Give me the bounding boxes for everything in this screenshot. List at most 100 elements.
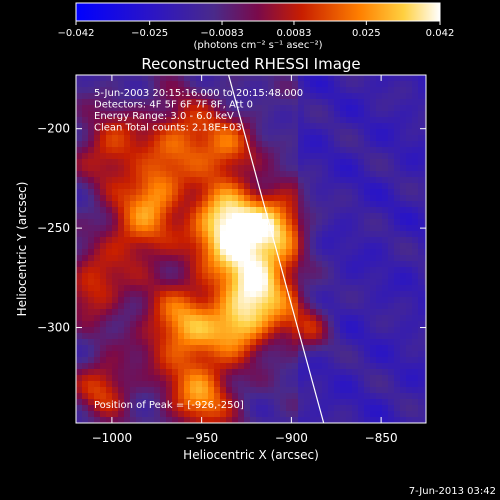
heatmap-cell [322,81,329,88]
heatmap-cell [352,249,359,256]
heatmap-cell [172,381,179,388]
heatmap-cell [346,405,353,412]
heatmap-cell [412,213,419,220]
heatmap-cell [262,87,269,94]
heatmap-cell [346,369,353,376]
heatmap-cell [316,159,323,166]
heatmap-cell [316,129,323,136]
heatmap-cell [424,171,426,178]
heatmap-cell [394,165,401,172]
heatmap-cell [124,111,131,118]
heatmap-cell [100,375,107,382]
heatmap-cell [142,405,149,412]
heatmap-cell [148,165,155,172]
heatmap-cell [124,315,131,322]
heatmap-cell [370,267,377,274]
heatmap-cell [94,99,101,106]
heatmap-cell [148,93,155,100]
heatmap-cell [94,207,101,214]
heatmap-cell [412,417,419,423]
heatmap-cell [310,375,317,382]
heatmap-cell [148,387,155,394]
heatmap-cell [400,147,407,154]
heatmap-cell [424,303,426,310]
heatmap-cell [286,153,293,160]
heatmap-cell [196,363,203,370]
heatmap-cell [304,225,311,232]
heatmap-cell [244,171,251,178]
heatmap-cell [298,243,305,250]
heatmap-cell [244,315,251,322]
heatmap-cell [166,255,173,262]
heatmap-cell [190,381,197,388]
heatmap-cell [88,405,95,412]
heatmap-cell [196,345,203,352]
heatmap-cell [304,321,311,328]
heatmap-cell [148,381,155,388]
heatmap-cell [226,261,233,268]
heatmap-cell [148,225,155,232]
heatmap-cell [202,411,209,418]
heatmap-cell [196,195,203,202]
heatmap-cell [154,171,161,178]
heatmap-cell [220,333,227,340]
heatmap-cell [418,237,425,244]
heatmap-cell [268,381,275,388]
heatmap-cell [346,123,353,130]
heatmap-cell [262,285,269,292]
heatmap-cell [412,231,419,238]
heatmap-cell [250,177,257,184]
heatmap-cell [376,213,383,220]
heatmap-cell [124,351,131,358]
heatmap-cell [400,183,407,190]
heatmap-cell [106,87,113,94]
heatmap-cell [256,165,263,172]
heatmap-cell [340,231,347,238]
heatmap-cell [316,399,323,406]
heatmap-cell [166,201,173,208]
heatmap-cell [406,369,413,376]
heatmap-cell [220,231,227,238]
heatmap-cell [328,243,335,250]
heatmap-cell [142,195,149,202]
heatmap-cell [292,297,299,304]
heatmap-cell [292,321,299,328]
heatmap-cell [220,405,227,412]
heatmap-cell [136,291,143,298]
heatmap-cell [214,225,221,232]
heatmap-cell [196,261,203,268]
heatmap-cell [376,285,383,292]
heatmap-cell [412,249,419,256]
heatmap-cell [142,321,149,328]
heatmap-cell [274,159,281,166]
heatmap-cell [286,111,293,118]
heatmap-cell [142,285,149,292]
heatmap-cell [190,327,197,334]
heatmap-cell [76,117,83,124]
heatmap-cell [202,303,209,310]
heatmap-cell [238,75,245,82]
heatmap-cell [424,249,426,256]
heatmap-cell [166,159,173,166]
heatmap-cell [382,393,389,400]
heatmap-cell [394,159,401,166]
heatmap-cell [238,189,245,196]
heatmap-cell [142,243,149,250]
heatmap-cell [160,357,167,364]
heatmap-cell [340,129,347,136]
heatmap-cell [280,141,287,148]
heatmap-cell [280,369,287,376]
heatmap-cell [412,81,419,88]
heatmap-cell [94,333,101,340]
heatmap-cell [250,297,257,304]
heatmap-cell [292,357,299,364]
heatmap-cell [400,123,407,130]
heatmap-cell [364,375,371,382]
heatmap-cell [310,213,317,220]
heatmap-cell [280,381,287,388]
heatmap-cell [364,207,371,214]
heatmap-cell [178,189,185,196]
heatmap-cell [400,195,407,202]
heatmap-cell [352,267,359,274]
heatmap-cell [268,159,275,166]
